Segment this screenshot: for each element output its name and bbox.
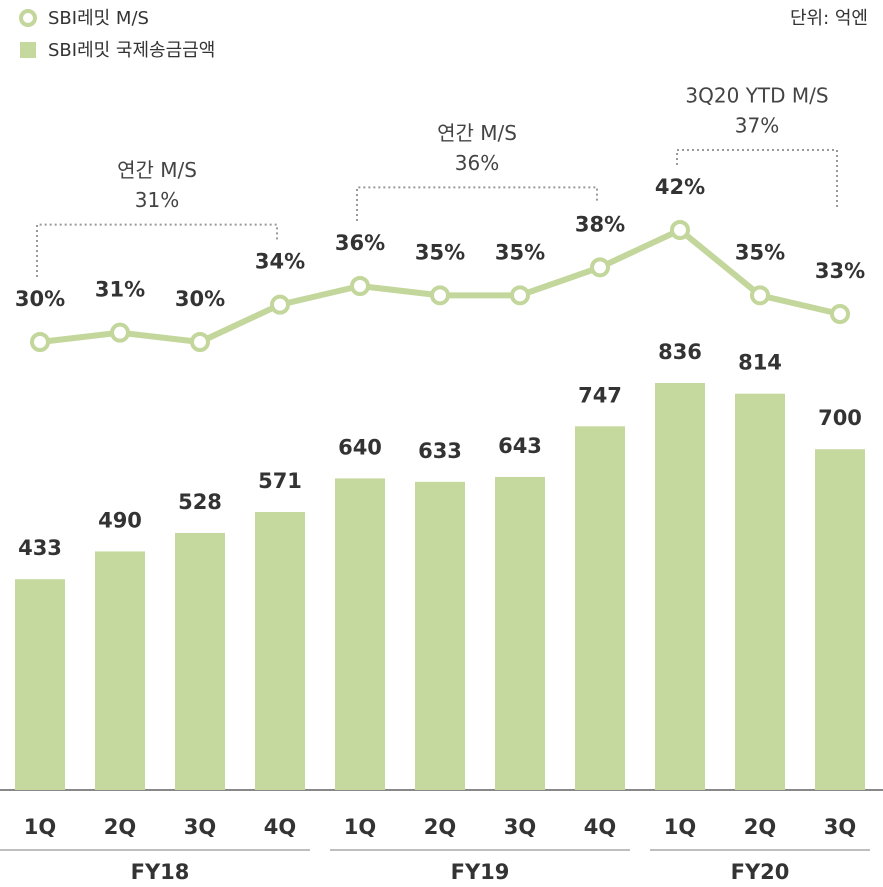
x-tick-label: 4Q	[584, 815, 616, 839]
annotation-value: 37%	[735, 114, 779, 138]
annotation-title: 3Q20 YTD M/S	[685, 84, 828, 108]
annotation-title: 연간 M/S	[117, 158, 197, 182]
x-tick-label: 4Q	[264, 815, 296, 839]
line-marker	[110, 322, 130, 343]
bar-value-label: 747	[578, 383, 622, 407]
line-marker	[430, 285, 450, 306]
group-label: FY20	[731, 860, 790, 884]
bar	[335, 478, 385, 790]
line-marker	[190, 332, 210, 352]
line-marker	[270, 294, 290, 315]
bar-value-label: 700	[818, 406, 862, 430]
bar	[815, 449, 865, 790]
line-value-label: 30%	[15, 287, 65, 311]
bar	[575, 426, 625, 790]
bar	[415, 481, 465, 790]
line-marker	[350, 276, 370, 296]
line-marker	[30, 332, 50, 352]
annotation-bracket	[676, 149, 838, 210]
line-marker	[830, 304, 850, 324]
bar-value-label: 490	[98, 508, 142, 532]
bar	[255, 512, 305, 790]
bar-value-label: 836	[658, 340, 702, 364]
line-value-label: 35%	[735, 240, 785, 264]
x-tick-label: 1Q	[24, 815, 56, 839]
x-tick-label: 1Q	[664, 815, 696, 839]
line-value-label: 30%	[175, 287, 225, 311]
bar-value-label: 633	[418, 439, 462, 463]
line-value-label: 36%	[335, 231, 385, 255]
line-value-label: 31%	[95, 278, 145, 302]
annotation-value: 36%	[455, 151, 499, 175]
bar	[495, 476, 545, 790]
bar-value-label: 528	[178, 490, 222, 514]
bar	[175, 532, 225, 790]
line-marker	[590, 257, 610, 278]
line-value-label: 38%	[575, 212, 625, 236]
bar-value-label: 640	[338, 435, 382, 459]
legend-label: SBI레밋 M/S	[48, 8, 149, 29]
bar-value-label: 433	[18, 536, 62, 560]
bar	[655, 383, 705, 790]
x-tick-label: 2Q	[744, 815, 776, 839]
x-tick-label: 1Q	[344, 815, 376, 839]
legend-marker-bar	[20, 42, 36, 58]
bar	[95, 551, 145, 790]
group-label: FY18	[131, 860, 190, 884]
bar	[15, 579, 65, 790]
x-tick-label: 2Q	[424, 815, 456, 839]
group-label: FY19	[451, 860, 510, 884]
bar	[735, 393, 785, 790]
bar-value-label: 571	[258, 469, 302, 493]
line-value-label: 33%	[815, 259, 865, 283]
legend-label: SBI레밋 국제송금금액	[48, 40, 215, 61]
line-marker	[510, 285, 530, 306]
line-value-label: 34%	[255, 250, 305, 274]
annotation-value: 31%	[135, 188, 179, 212]
x-tick-label: 3Q	[824, 815, 856, 839]
line-marker	[670, 220, 690, 240]
bar-value-label: 814	[738, 351, 782, 375]
x-tick-label: 3Q	[184, 815, 216, 839]
x-tick-label: 2Q	[104, 815, 136, 839]
line-value-label: 35%	[415, 240, 465, 264]
annotation-title: 연간 M/S	[437, 121, 517, 145]
annotation-bracket	[356, 186, 598, 221]
line-value-label: 35%	[495, 240, 545, 264]
annotation-bracket	[36, 223, 278, 277]
x-tick-label: 3Q	[504, 815, 536, 839]
bar-value-label: 643	[498, 434, 542, 458]
legend-marker-line	[19, 9, 37, 27]
unit-note: 단위: 억엔	[790, 8, 868, 29]
line-marker	[750, 285, 770, 306]
line-value-label: 42%	[655, 175, 705, 199]
